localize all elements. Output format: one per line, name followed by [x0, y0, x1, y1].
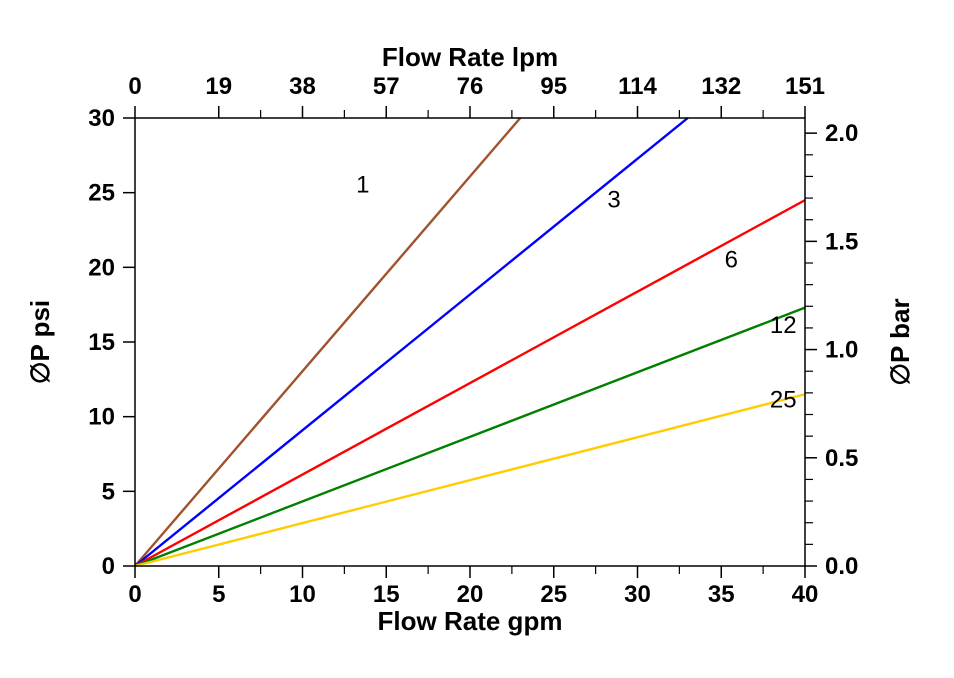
x-top-tick-0: 0 [128, 73, 141, 100]
y-left-tick-0: 0 [102, 553, 115, 580]
x-top-tick-76: 76 [457, 73, 484, 100]
x-top-tick-57: 57 [373, 73, 400, 100]
x-bottom-tick-35: 35 [708, 581, 735, 608]
y-right-tick-1: 1.0 [825, 337, 858, 364]
x-bottom-tick-5: 5 [212, 581, 225, 608]
x-top-tick-151: 151 [785, 73, 825, 100]
x-top-label: Flow Rate lpm [382, 42, 558, 72]
y-left-tick-5: 5 [102, 478, 115, 505]
series-label-12: 12 [770, 312, 797, 339]
series-label-1: 1 [356, 172, 369, 199]
x-top-tick-114: 114 [618, 73, 657, 100]
pressure-drop-chart: 0510152025303540Flow Rate gpm01938577695… [0, 0, 954, 678]
x-bottom-tick-25: 25 [540, 581, 567, 608]
x-bottom-tick-40: 40 [792, 581, 819, 608]
y-right-tick-0.5: 0.5 [825, 445, 858, 472]
x-bottom-tick-10: 10 [289, 581, 316, 608]
x-top-tick-38: 38 [289, 73, 316, 100]
series-label-25: 25 [770, 387, 797, 414]
x-top-tick-19: 19 [205, 73, 232, 100]
y-left-label: ∅P psi [25, 300, 55, 384]
series-label-3: 3 [607, 187, 620, 214]
y-left-tick-20: 20 [88, 254, 115, 281]
x-bottom-tick-0: 0 [128, 581, 141, 608]
y-right-tick-1.5: 1.5 [825, 228, 858, 255]
series-label-6: 6 [725, 246, 738, 273]
x-top-tick-132: 132 [701, 73, 741, 100]
y-right-tick-2: 2.0 [825, 120, 858, 147]
y-right-label: ∅P bar [885, 298, 915, 385]
x-bottom-label: Flow Rate gpm [378, 606, 563, 636]
y-left-tick-30: 30 [88, 105, 115, 132]
y-right-tick-0: 0.0 [825, 553, 858, 580]
chart-svg: 0510152025303540Flow Rate gpm01938577695… [0, 0, 954, 678]
y-left-tick-15: 15 [88, 329, 115, 356]
y-left-tick-10: 10 [88, 404, 115, 431]
x-bottom-tick-20: 20 [457, 581, 484, 608]
x-bottom-tick-15: 15 [373, 581, 400, 608]
x-bottom-tick-30: 30 [624, 581, 651, 608]
x-top-tick-95: 95 [540, 73, 567, 100]
y-left-tick-25: 25 [88, 180, 115, 207]
